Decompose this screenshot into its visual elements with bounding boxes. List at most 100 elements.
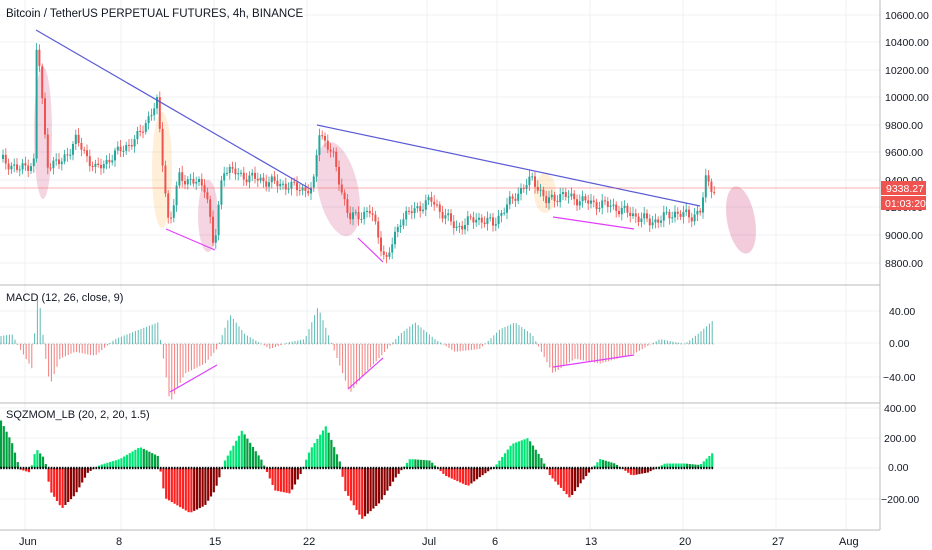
sqzmom-dot <box>210 466 212 470</box>
sqzmom-dot <box>313 466 316 470</box>
sqzmom-dot <box>350 466 352 470</box>
sqzmom-dot <box>663 466 666 470</box>
sqzmom-dot <box>165 466 168 470</box>
sqzmom-dot <box>498 466 501 470</box>
candle-body <box>598 207 601 210</box>
time-tick: Jul <box>422 536 436 548</box>
candle-body <box>220 180 223 205</box>
candle-body <box>704 175 707 198</box>
candle-body <box>455 226 458 228</box>
candle-body <box>231 166 234 169</box>
candle-body <box>360 218 363 220</box>
candle-body <box>475 219 478 223</box>
candle-body <box>556 200 559 203</box>
sqzmom-axis[interactable]: 400.00 200.00 0.00 −200.00 <box>881 403 919 506</box>
sqzmom-dot <box>215 466 218 470</box>
sqzmom-dot <box>680 466 683 470</box>
candle-body <box>693 214 696 222</box>
sqzmom-dot <box>47 466 50 470</box>
candle-body <box>284 183 287 190</box>
candle-body <box>24 163 27 166</box>
time-axis[interactable]: Jun 8 15 22 Jul 6 13 20 27 Aug <box>19 536 859 548</box>
price-axis[interactable]: 10600.00 10400.00 10200.00 10000.00 9800… <box>885 10 929 270</box>
candle-body <box>175 185 178 206</box>
time-tick: 22 <box>303 536 315 548</box>
sqzmom-dot <box>297 466 299 470</box>
macd-histogram <box>0 295 713 400</box>
candle-body <box>259 177 262 181</box>
sqzmom-dot <box>227 466 229 470</box>
candle-body <box>438 204 441 212</box>
candle-body <box>86 150 88 157</box>
sqzmom-dot <box>543 466 546 470</box>
sqzmom-dot <box>560 466 562 470</box>
candle-body <box>304 187 307 191</box>
sqzmom-dot <box>255 466 257 470</box>
sqzmom-dot <box>103 466 106 470</box>
sqzmom-dot <box>137 466 140 470</box>
sqzmom-dot <box>372 466 375 470</box>
candle-body <box>492 217 494 226</box>
sqzmom-dot <box>577 466 579 470</box>
candle-body <box>688 209 690 218</box>
sqzmom-dot <box>644 466 646 470</box>
sqzmom-dot <box>42 466 44 470</box>
candle-body <box>483 222 486 225</box>
sqzmom-dot <box>187 466 190 470</box>
candle-body <box>385 254 388 257</box>
sqzmom-dot <box>397 466 400 470</box>
candle-body <box>58 159 60 165</box>
sqzmom-dot <box>89 466 92 470</box>
candle-body <box>133 139 136 147</box>
candle-body <box>396 226 399 232</box>
candle-body <box>329 149 332 152</box>
pattern-line-jun15 <box>165 228 216 251</box>
sqzmom-dot <box>106 466 109 470</box>
candle-body <box>186 179 189 185</box>
sqzmom-dot <box>529 466 532 470</box>
sqzmom-dot <box>25 466 28 470</box>
candle-body <box>587 200 590 204</box>
candle-body <box>35 49 38 159</box>
candle-body <box>206 192 209 200</box>
sqzmom-dot <box>213 466 215 470</box>
trendline-upper-1 <box>35 29 313 191</box>
candle-body <box>427 197 430 201</box>
sqzmom-zero-dots <box>0 466 714 470</box>
sqzmom-dot <box>591 466 593 470</box>
sqz-tick: −200.00 <box>881 494 919 506</box>
sqzmom-dot <box>145 466 148 470</box>
candle-body <box>497 215 500 225</box>
sqzmom-dot <box>327 466 330 470</box>
candle-body <box>444 215 447 219</box>
candle-body <box>142 131 144 133</box>
candle-body <box>189 178 192 180</box>
price-tick: 9800.00 <box>885 120 923 132</box>
sqzmom-dot <box>431 466 434 470</box>
sqzmom-dot <box>652 466 655 470</box>
candle-body <box>430 197 433 202</box>
candle-body <box>542 189 545 197</box>
sqzmom-dot <box>484 466 487 470</box>
sqzmom-dot <box>386 466 389 470</box>
price-tick: 10000.00 <box>885 92 929 104</box>
macd-pattern-lines <box>169 354 635 393</box>
candle-body <box>270 176 273 183</box>
candle-body <box>368 210 371 214</box>
candle-body <box>310 187 312 194</box>
macd-axis[interactable]: 40.00 0.00 −40.00 <box>883 306 916 384</box>
sqzmom-dot <box>694 466 697 470</box>
pattern-line-jul13 <box>552 216 635 230</box>
candle-body <box>632 213 634 217</box>
candle-body <box>346 199 349 213</box>
sqzmom-dot <box>579 466 582 470</box>
candle-body <box>380 237 382 252</box>
sqzmom-dot <box>624 466 627 470</box>
sqzmom-dot <box>448 466 450 470</box>
highlight-ellipse-jun10 <box>152 112 172 228</box>
sqzmom-dot <box>621 466 624 470</box>
sqzmom-dot <box>532 466 534 470</box>
price-tick: 9600.00 <box>885 147 923 159</box>
candle-body <box>212 216 214 243</box>
